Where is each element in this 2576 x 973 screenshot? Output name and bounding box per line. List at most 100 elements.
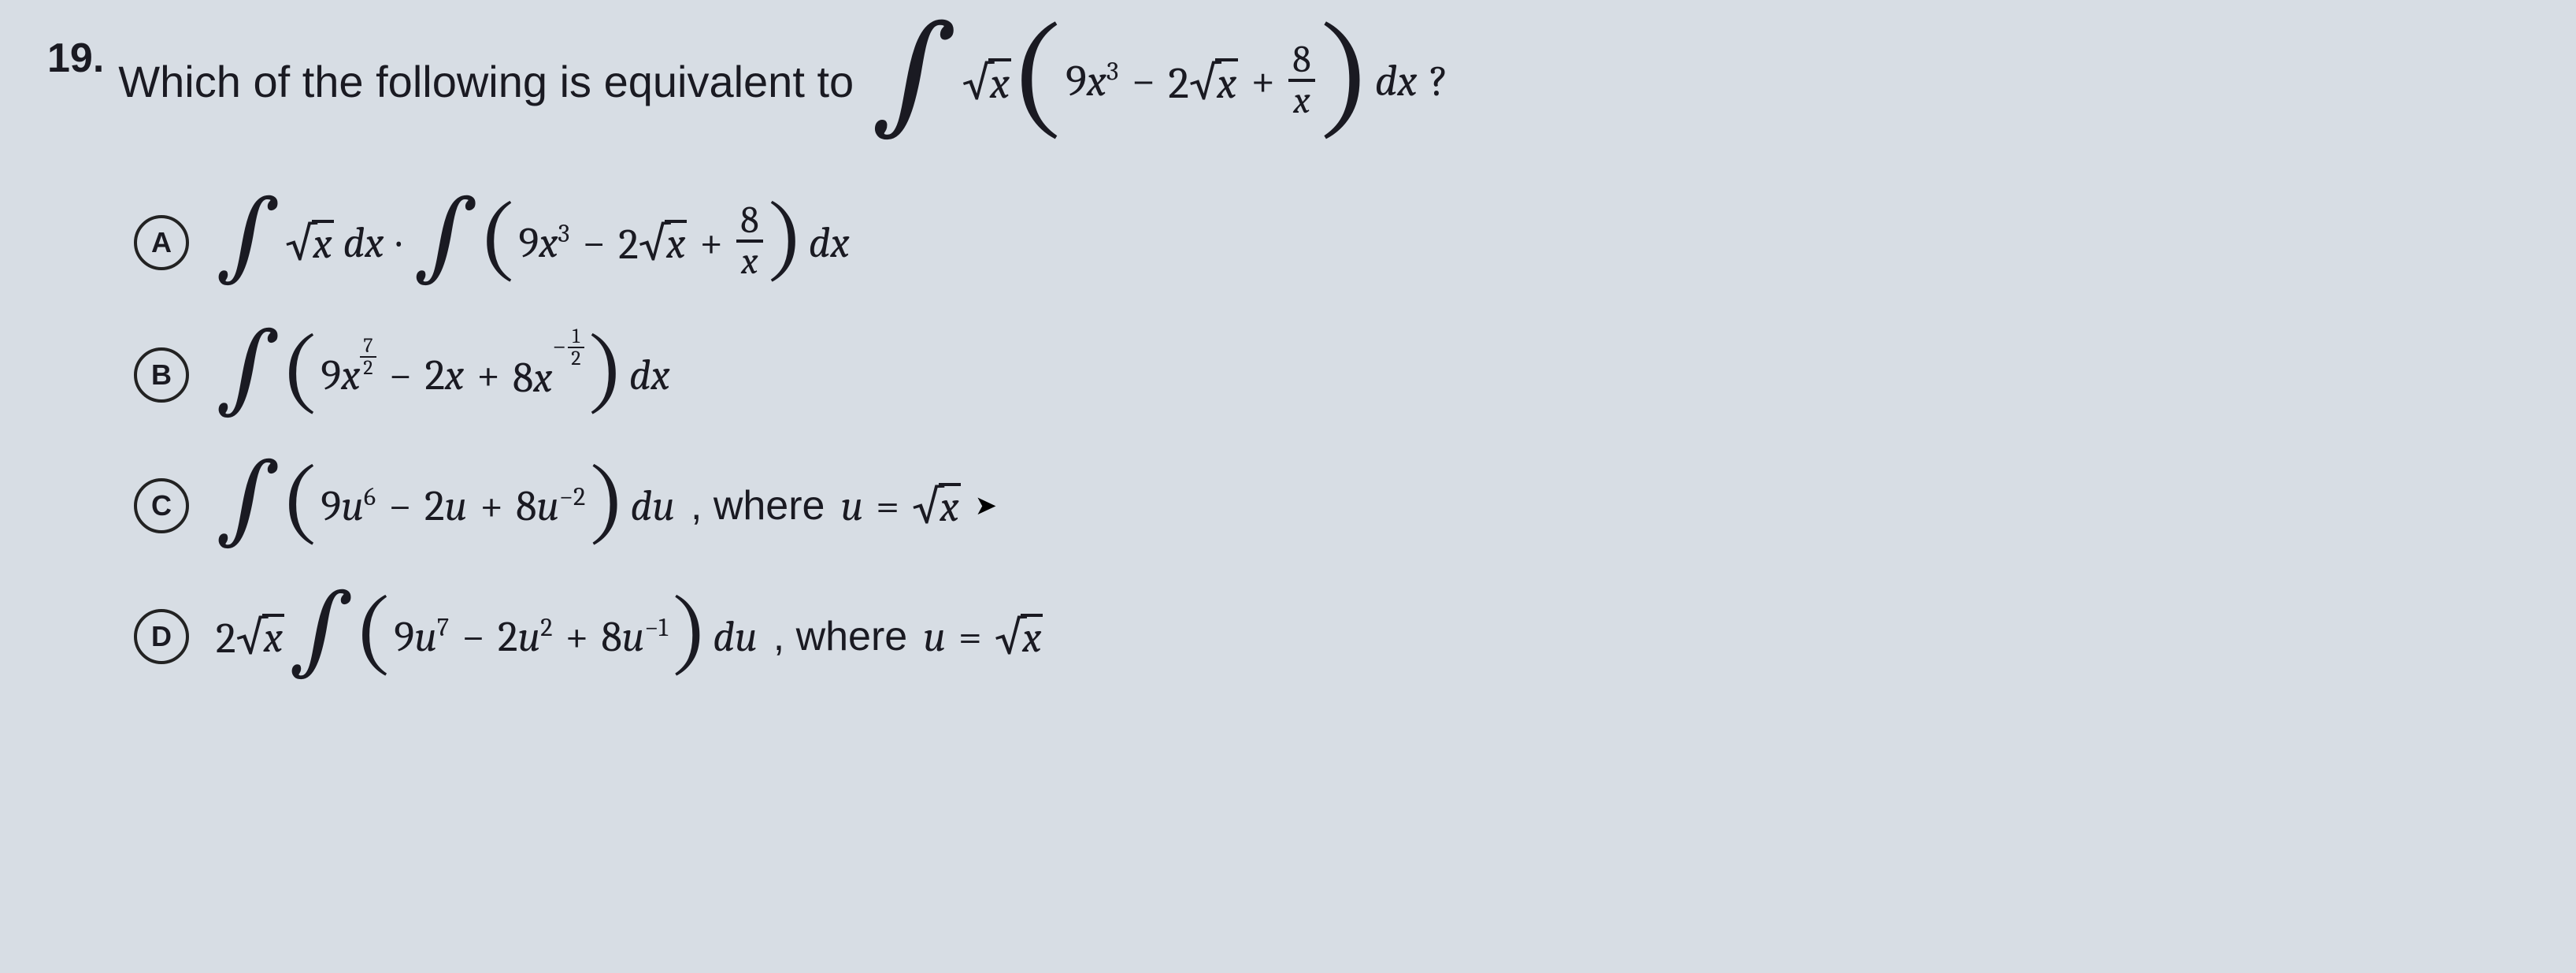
exp: −2 <box>559 483 585 512</box>
coef: 9 <box>321 481 341 531</box>
coef: 2 <box>424 481 445 531</box>
left-paren-icon: ( <box>285 349 316 401</box>
var-u: u <box>414 612 437 662</box>
term3: 8x−12 <box>513 348 584 403</box>
term1: 9x3 <box>1066 52 1118 112</box>
var-x: x <box>1087 56 1106 106</box>
cdot-icon: · <box>388 218 409 268</box>
coef: 9 <box>519 218 539 268</box>
plus-icon: + <box>558 612 597 662</box>
exp: 6 <box>364 483 376 512</box>
fraction: 8 x <box>1288 41 1315 120</box>
option-bubble-d[interactable]: D <box>134 609 189 664</box>
term2: 2u2 <box>498 612 552 662</box>
minus-icon: − <box>454 612 493 662</box>
term2: 2x <box>424 351 464 400</box>
where-text: , where <box>773 613 908 660</box>
option-a[interactable]: A ∫ √ x dx · ∫ ( 9x3 − 2√x + 8 <box>134 203 2529 282</box>
coef: 2 <box>216 614 236 663</box>
equals-icon: = <box>868 481 907 531</box>
radicand: x <box>312 220 334 266</box>
var-u: u <box>445 481 468 531</box>
question-row: 19. Which of the following is equivalent… <box>47 32 2529 132</box>
option-b[interactable]: B ∫ ( 9x72 − 2x + 8x−12 ) dx <box>134 337 2529 413</box>
var-u: u <box>840 481 863 531</box>
numerator: 8 <box>736 202 763 240</box>
integral-icon: ∫ <box>413 202 478 277</box>
exp: 2 <box>540 614 552 643</box>
var-x: x <box>445 351 464 400</box>
integral-icon: ∫ <box>289 596 354 671</box>
option-d[interactable]: D 2√x ∫ ( 9u7 − 2u2 + 8u−1 ) du <box>134 599 2529 674</box>
right-paren-icon: ) <box>673 611 703 663</box>
differential: dx <box>343 218 384 268</box>
coef: 2 <box>498 612 518 662</box>
differential: du <box>631 481 675 531</box>
term1: 9u6 <box>321 481 376 531</box>
var-u: u <box>341 481 364 531</box>
integral-icon: ∫ <box>871 28 957 129</box>
stem-text: Which of the following is equivalent to <box>118 52 854 112</box>
term2: 2√x <box>618 216 687 270</box>
differential: du <box>713 612 757 662</box>
exp: 3 <box>1106 58 1118 87</box>
var-u: u <box>518 612 541 662</box>
coef: 9 <box>394 612 414 662</box>
exp: 7 <box>437 614 449 643</box>
exp: −12 <box>552 355 584 384</box>
coef: 2 <box>1168 58 1188 109</box>
coef: 2 <box>424 351 445 400</box>
den: 2 <box>360 356 376 378</box>
coef: 8 <box>513 353 533 403</box>
minus-icon: − <box>381 351 421 400</box>
minus-icon: − <box>574 218 613 268</box>
denominator: x <box>1288 79 1314 120</box>
left-paren-icon: ( <box>483 217 513 269</box>
exp: 72 <box>360 352 376 381</box>
option-bubble-b[interactable]: B <box>134 347 189 403</box>
numerator: 8 <box>1288 41 1315 79</box>
var-x: x <box>539 218 558 268</box>
sqrt-x: √ x <box>912 479 961 533</box>
minus-icon: − <box>380 481 420 531</box>
left-paren-icon: ( <box>1016 44 1061 120</box>
sqrt-x: √x <box>1189 50 1238 114</box>
radicand: x <box>939 483 961 529</box>
question-mark: ? <box>1429 52 1448 112</box>
radicand: x <box>665 220 687 266</box>
var-x: x <box>533 353 552 403</box>
exp: −1 <box>644 614 668 643</box>
question-stem: Which of the following is equivalent to … <box>118 32 1448 132</box>
option-c[interactable]: C ∫ ( 9u6 − 2u + 8u−2 ) du , where u <box>134 468 2529 544</box>
right-paren-icon: ) <box>769 217 799 269</box>
var-u: u <box>923 612 946 662</box>
differential: dx <box>629 351 670 400</box>
right-paren-icon: ) <box>1321 44 1366 120</box>
option-bubble-c[interactable]: C <box>134 478 189 533</box>
option-bubble-a[interactable]: A <box>134 215 189 270</box>
radicand: x <box>262 614 284 659</box>
sqrt-x: √x <box>236 610 285 664</box>
cursor-icon: ➤ <box>975 490 998 522</box>
differential: dx <box>1375 52 1418 112</box>
frac-exp: 72 <box>360 336 376 378</box>
coef: 8 <box>601 612 621 662</box>
right-paren-icon: ) <box>590 480 621 532</box>
term1: 9x72 <box>321 351 376 400</box>
coef: 2 <box>618 220 639 269</box>
var-x: x <box>341 351 360 400</box>
integral-icon: ∫ <box>216 202 280 277</box>
sqrt-x: √ x <box>962 50 1011 114</box>
left-paren-icon: ( <box>285 480 316 532</box>
option-a-math: ∫ √ x dx · ∫ ( 9x3 − 2√x + 8 x <box>216 203 850 282</box>
radicand: x <box>988 58 1011 106</box>
right-paren-icon: ) <box>589 349 620 401</box>
sqrt-x: √ x <box>995 610 1043 664</box>
term1: 9x3 <box>519 218 570 268</box>
options: A ∫ √ x dx · ∫ ( 9x3 − 2√x + 8 <box>134 203 2529 674</box>
term3: 8u−2 <box>516 481 585 531</box>
left-paren-icon: ( <box>358 611 389 663</box>
minus-icon: − <box>1123 52 1163 112</box>
plus-icon: + <box>691 218 731 268</box>
num: 7 <box>360 336 376 356</box>
